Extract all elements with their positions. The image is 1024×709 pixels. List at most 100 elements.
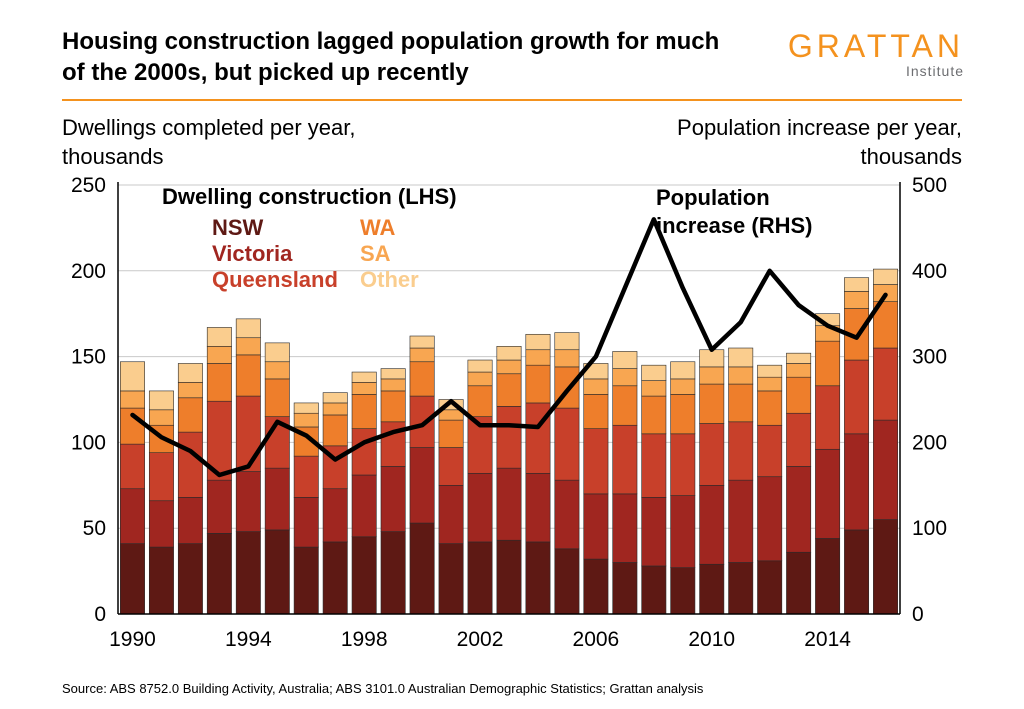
legend-rhs-line-2: increase (RHS) bbox=[656, 213, 813, 238]
x-tick-2010: 2010 bbox=[688, 628, 735, 651]
title-line-1: Housing construction lagged population g… bbox=[62, 28, 720, 55]
bar-segment-Queensland-2013 bbox=[786, 412, 812, 467]
bar-segment-SA-1991 bbox=[148, 409, 174, 426]
bar-segment-NSW-2013 bbox=[786, 551, 812, 615]
bar-segment-SA-1995 bbox=[264, 361, 290, 380]
bar-segment-Other-2009 bbox=[670, 361, 696, 380]
bar-segment-Other-2002 bbox=[467, 359, 493, 373]
bar-segment-Victoria-2016 bbox=[873, 419, 898, 520]
x-tick-1990: 1990 bbox=[109, 628, 156, 651]
left-axis-caption-line-2: thousands bbox=[62, 144, 164, 169]
bar-segment-NSW-1999 bbox=[380, 531, 406, 615]
bar-segment-Victoria-2006 bbox=[583, 493, 609, 560]
bar-segment-WA-2008 bbox=[641, 395, 667, 435]
bar-segment-Queensland-2011 bbox=[728, 421, 754, 481]
bar-segment-WA-2007 bbox=[612, 385, 638, 426]
legend-item-sa: SA bbox=[360, 241, 391, 266]
grattan-logo: GRATTAN Institute bbox=[788, 28, 964, 79]
bar-segment-Victoria-1991 bbox=[148, 500, 174, 548]
right-axis-caption-line-2: thousands bbox=[860, 144, 962, 169]
y-left-tick-150: 150 bbox=[71, 346, 106, 369]
bar-segment-NSW-1996 bbox=[293, 546, 319, 615]
bar-segment-Victoria-2013 bbox=[786, 466, 812, 553]
bar-segment-NSW-2010 bbox=[699, 563, 725, 615]
bar-segment-SA-1998 bbox=[351, 382, 377, 395]
bar-segment-Other-2013 bbox=[786, 352, 812, 364]
bar-segment-Queensland-2008 bbox=[641, 433, 667, 498]
bar-segment-Queensland-2006 bbox=[583, 428, 609, 495]
y-left-tick-100: 100 bbox=[71, 431, 106, 454]
y-left-tick-250: 250 bbox=[71, 174, 106, 197]
bar-segment-Other-1994 bbox=[235, 318, 261, 339]
bar-segment-SA-1994 bbox=[235, 337, 261, 356]
bar-segment-Other-1999 bbox=[380, 368, 406, 380]
bar-segment-Queensland-1996 bbox=[293, 455, 319, 498]
legend-rhs-line-1: Population bbox=[656, 185, 770, 210]
bar-segment-Other-2016 bbox=[873, 268, 898, 285]
bar-segment-Queensland-2014 bbox=[815, 385, 841, 450]
title-line-2: of the 2000s, but picked up recently bbox=[62, 59, 469, 86]
bar-segment-Queensland-2009 bbox=[670, 433, 696, 496]
x-tick-2002: 2002 bbox=[457, 628, 504, 651]
bar-segment-Victoria-2007 bbox=[612, 493, 638, 563]
bar-segment-Queensland-2012 bbox=[757, 424, 783, 478]
bar-segment-Queensland-1994 bbox=[235, 395, 261, 472]
bar-segment-WA-2006 bbox=[583, 394, 609, 429]
bar-segment-SA-2000 bbox=[409, 347, 435, 363]
grattan-logo-institute: Institute bbox=[905, 63, 964, 79]
bar-segment-WA-1998 bbox=[351, 394, 377, 429]
bar-segment-SA-2001 bbox=[438, 409, 464, 421]
x-tick-2006: 2006 bbox=[573, 628, 620, 651]
bar-segment-WA-2013 bbox=[786, 376, 812, 414]
legend-item-nsw: NSW bbox=[212, 215, 264, 240]
bar-segment-Other-2005 bbox=[554, 332, 580, 351]
bar-segment-Victoria-2010 bbox=[699, 484, 725, 565]
bar-segment-WA-2010 bbox=[699, 383, 725, 424]
bar-segment-SA-2006 bbox=[583, 378, 609, 395]
y-right-tick-500: 500 bbox=[912, 174, 947, 197]
bar-segment-WA-2011 bbox=[728, 383, 754, 423]
bar-segment-NSW-2015 bbox=[844, 529, 870, 615]
bar-segment-Other-2003 bbox=[496, 346, 522, 361]
bar-segment-NSW-2014 bbox=[815, 538, 841, 615]
bar-segment-Other-1995 bbox=[264, 342, 290, 363]
source-note: Source: ABS 8752.0 Building Activity, Au… bbox=[62, 681, 704, 696]
bar-segment-Queensland-1990 bbox=[120, 443, 145, 490]
bar-segment-Victoria-2003 bbox=[496, 467, 522, 541]
bar-segment-WA-2009 bbox=[670, 394, 696, 435]
right-axis-caption: Population increase per year, thousands bbox=[677, 113, 962, 171]
bar-segment-Queensland-1991 bbox=[148, 452, 174, 502]
y-left-tick-200: 200 bbox=[71, 260, 106, 283]
bar-segment-Victoria-1996 bbox=[293, 497, 319, 548]
y-right-tick-0: 0 bbox=[912, 603, 924, 626]
bar-segment-NSW-1994 bbox=[235, 531, 261, 615]
legend-lhs-column-2: WA SA Other bbox=[360, 215, 508, 293]
bar-segment-Victoria-2002 bbox=[467, 472, 493, 543]
bar-segment-WA-1999 bbox=[380, 390, 406, 423]
bar-segment-NSW-2005 bbox=[554, 548, 580, 615]
bar-segment-Victoria-1993 bbox=[206, 479, 232, 534]
bar-segment-Victoria-2004 bbox=[525, 472, 551, 543]
bar-segment-NSW-2001 bbox=[438, 543, 464, 615]
bar-segment-Queensland-2016 bbox=[873, 347, 898, 421]
bar-segment-NSW-2008 bbox=[641, 565, 667, 615]
chart: 0 50 100 150 200 250 0 100 200 300 400 500 1990 1994 1… bbox=[71, 174, 947, 651]
bar-segment-NSW-2016 bbox=[873, 519, 898, 615]
bar-segment-Other-2008 bbox=[641, 364, 667, 381]
bar-segment-WA-2001 bbox=[438, 419, 464, 448]
legend-item-queensland: Queensland bbox=[212, 267, 338, 292]
bar-segment-SA-2009 bbox=[670, 378, 696, 395]
bar-segment-SA-1999 bbox=[380, 378, 406, 392]
legend-dwelling-construction: Dwelling construction (LHS) NSW Victoria… bbox=[162, 184, 508, 293]
bar-segment-NSW-2002 bbox=[467, 541, 493, 615]
y-right-tick-300: 300 bbox=[912, 346, 947, 369]
right-axis-caption-line-1: Population increase per year, bbox=[677, 115, 962, 140]
bar-segment-SA-2004 bbox=[525, 349, 551, 366]
bar-segment-Other-2007 bbox=[612, 351, 638, 369]
legend-population-increase: Population increase (RHS) bbox=[656, 184, 813, 240]
bar-segment-NSW-1997 bbox=[322, 541, 348, 615]
bar-segment-Other-2011 bbox=[728, 347, 754, 368]
bar-segment-Victoria-2009 bbox=[670, 495, 696, 568]
bar-segment-Victoria-2011 bbox=[728, 479, 754, 563]
